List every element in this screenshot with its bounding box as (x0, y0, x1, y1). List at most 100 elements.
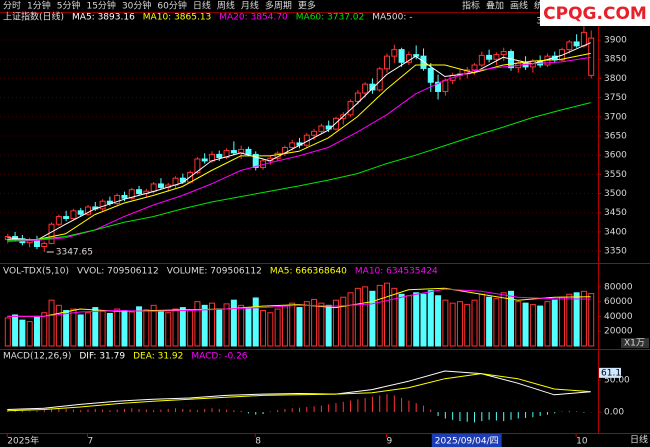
y-tick-label: 0.00 (604, 408, 624, 418)
tool-button[interactable]: 画线 (510, 0, 528, 12)
ma-line (7, 370, 591, 410)
unit-box (621, 338, 649, 348)
y-tick-label: 3400 (604, 227, 627, 237)
volume-bar (471, 299, 478, 347)
volume-bar (391, 287, 398, 347)
volume-bar (12, 314, 19, 347)
candle-body (99, 200, 106, 210)
volume-bar (340, 296, 347, 347)
volume-bar (486, 296, 493, 347)
period-button[interactable]: 日线 (193, 0, 211, 12)
candle-body (216, 153, 223, 158)
volume-bar (165, 312, 172, 347)
volume-bar (128, 311, 135, 347)
y-tick-label: 3550 (604, 170, 627, 180)
period-button[interactable]: 30分钟 (122, 0, 151, 12)
period-button[interactable]: 5分钟 (57, 0, 81, 12)
tool-button[interactable]: 指标 (462, 0, 480, 12)
volume-bar (267, 312, 274, 347)
candle-body (354, 92, 361, 102)
x-tick-label: 10 (576, 437, 588, 447)
volume-bar (362, 286, 369, 347)
volume-bar (588, 293, 595, 347)
ma-line (7, 52, 591, 241)
legend-label: MA500: - (372, 13, 412, 23)
volume-bar (85, 312, 92, 347)
period-button[interactable]: 15分钟 (86, 0, 115, 12)
candle-body (77, 210, 84, 215)
volume-bar (216, 308, 223, 347)
volume-bar (281, 305, 288, 347)
candle-body (194, 158, 201, 173)
ma-line (7, 288, 591, 317)
volume-bar (92, 307, 99, 347)
volume-bar (456, 301, 463, 347)
candle-body (398, 49, 405, 63)
volume-bar (26, 321, 33, 347)
period-button[interactable]: 更多 (298, 0, 316, 12)
volume-bar (573, 292, 580, 347)
candle-body (566, 41, 573, 51)
legend-label: MA5: 3893.16 (72, 13, 135, 23)
legend-label: VVOL: 709506112 (77, 267, 159, 277)
legend-label: MA60: 3737.02 (296, 13, 364, 23)
candle-body (486, 54, 493, 60)
period-button[interactable]: 月线 (241, 0, 259, 12)
legend-label: MA10: 3865.13 (143, 13, 211, 23)
axis-marker-box (599, 367, 621, 378)
logo-box (540, 0, 650, 26)
legend-label: MA20: 3854.70 (219, 13, 288, 23)
period-button[interactable]: 分时 (3, 0, 21, 12)
candle-body (311, 130, 318, 136)
candle-body (252, 153, 259, 168)
volume-bar (106, 312, 113, 347)
volume-bar (303, 301, 310, 347)
volume-bar (566, 293, 573, 347)
y-tick-label: 3850 (604, 55, 627, 65)
legend-label: MA5: 666368640 (270, 267, 347, 277)
x-tick-label: 7 (88, 437, 94, 447)
volume-bar (420, 293, 427, 347)
volume-bar (289, 302, 296, 347)
tool-button[interactable]: 叠加 (486, 1, 504, 12)
volume-bar (19, 319, 26, 347)
period-label: 日线 (630, 434, 648, 446)
candle-body (391, 49, 398, 57)
y-tick-label: 40000 (604, 312, 633, 322)
candle-body (362, 83, 369, 94)
candle-body (55, 216, 62, 225)
volume-bar (398, 293, 405, 347)
volume-bar (449, 302, 456, 347)
volume-bar (4, 317, 11, 347)
ma-line (7, 373, 591, 412)
y-tick-label: 3700 (604, 112, 627, 122)
volume-bar (230, 299, 237, 347)
candle-body (442, 79, 449, 92)
y-tick-label: 3450 (604, 208, 627, 218)
period-button[interactable]: 60分钟 (157, 0, 186, 12)
y-tick-label: 3800 (604, 74, 627, 84)
volume-bar (201, 304, 208, 347)
volume-bar (63, 310, 70, 347)
volume-bar (376, 284, 383, 347)
candle-body (201, 158, 208, 162)
volume-bar (369, 290, 376, 347)
ma-line (7, 42, 591, 241)
volume-bar (33, 315, 40, 347)
candle-body (580, 31, 587, 47)
volume-bar (405, 295, 412, 347)
period-button[interactable]: 周线 (217, 0, 235, 12)
legend-label: MA10: 634535424 (355, 267, 438, 277)
candle-body (471, 64, 478, 71)
volume-bar (77, 314, 84, 347)
period-button[interactable]: 多周期 (265, 0, 292, 12)
volume-bar (260, 310, 267, 347)
candle-body (70, 210, 77, 219)
volume-bar (537, 305, 544, 347)
volume-bar (70, 308, 77, 347)
volume-bar (41, 312, 48, 347)
volume-bar (143, 309, 150, 347)
period-button[interactable]: 1分钟 (27, 0, 51, 12)
volume-bar (318, 302, 325, 347)
volume-bar (187, 310, 194, 347)
